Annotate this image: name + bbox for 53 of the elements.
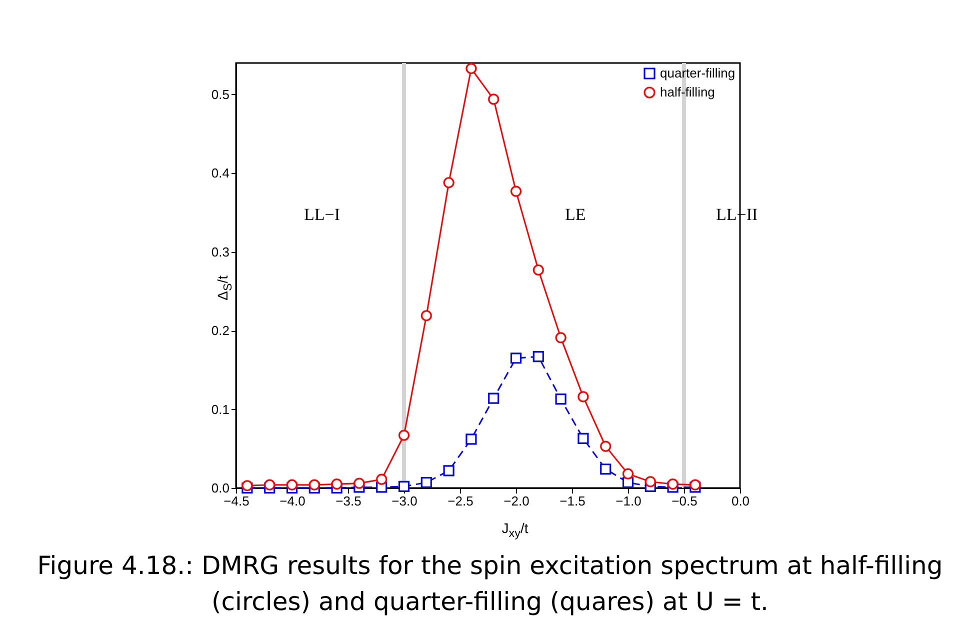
x-tick-label: −1.0 <box>616 494 642 508</box>
point <box>308 479 320 490</box>
x-tick-label: −2.0 <box>504 494 530 508</box>
point <box>264 479 276 490</box>
point <box>242 480 253 492</box>
point <box>443 177 454 188</box>
x-tick-label: 0.0 <box>731 494 750 508</box>
y-tick-label: 0.4 <box>211 166 230 181</box>
point <box>420 476 432 488</box>
x-tick-label: −2.5 <box>448 494 474 508</box>
point <box>532 264 544 276</box>
point <box>466 434 477 445</box>
annotation: LL−I <box>304 205 340 225</box>
point <box>578 391 589 402</box>
y-tick-label: 0.0 <box>211 480 230 496</box>
point <box>555 332 566 344</box>
point <box>600 464 612 475</box>
point <box>286 479 298 490</box>
y-tick-label: 0.2 <box>211 323 230 338</box>
caption: Figure 4.18.: DMRG results for the spin excitation spectrum at half-filling (circles) and quarter-filling (quares) at U = t. <box>36 550 944 618</box>
point <box>667 478 678 490</box>
point <box>466 62 477 74</box>
point <box>420 310 432 322</box>
point <box>578 432 589 444</box>
x-axis-title: J$_{xy}$/t <box>500 520 530 540</box>
legend-label: quarter-filling <box>660 66 736 80</box>
x-tick-label: −4.0 <box>280 494 306 508</box>
x-tick-label: −4.5 <box>224 494 250 508</box>
point <box>488 94 500 105</box>
point <box>488 392 500 404</box>
point <box>644 476 656 488</box>
point <box>690 479 701 490</box>
x-tick-label: −3.0 <box>392 494 418 508</box>
y-tick-label: 0.5 <box>211 86 230 102</box>
y-tick-label: 0.3 <box>211 244 230 260</box>
point <box>398 480 410 492</box>
x-tick-label: −0.5 <box>672 494 698 508</box>
x-tick-label: −1.5 <box>560 494 586 508</box>
point <box>398 430 410 441</box>
point <box>354 478 365 489</box>
legend-label: half-filling <box>660 84 715 100</box>
point <box>555 394 566 405</box>
point <box>376 474 388 485</box>
point <box>532 351 544 362</box>
point <box>622 468 634 480</box>
point <box>331 478 342 490</box>
point <box>510 186 522 197</box>
y-tick-label: 0.1 <box>211 402 230 417</box>
point <box>510 352 522 364</box>
annotation: LE <box>565 205 586 225</box>
point <box>600 440 612 452</box>
point <box>443 465 454 476</box>
x-tick-label: −3.5 <box>336 494 362 508</box>
